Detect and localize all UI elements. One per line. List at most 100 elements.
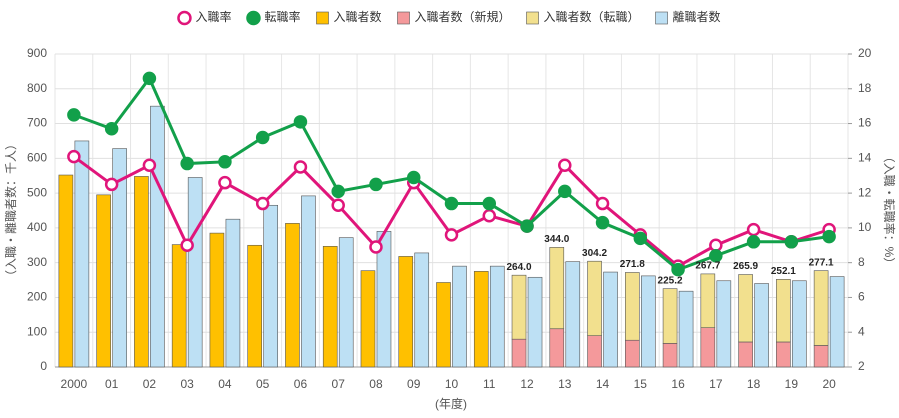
bar — [225, 218, 241, 368]
point — [67, 108, 81, 122]
point — [255, 130, 270, 145]
x-tick-label: 03 — [180, 377, 194, 391]
x-tick-label: 18 — [747, 377, 761, 391]
bar — [96, 194, 111, 368]
bar — [473, 271, 489, 368]
legend-marker — [526, 11, 539, 25]
y-tick-label: 800 — [27, 81, 47, 95]
point — [218, 155, 232, 169]
point — [595, 215, 610, 230]
bar — [247, 244, 262, 368]
bar — [360, 270, 376, 368]
stack-bar — [587, 260, 602, 336]
x-tick-label: 13 — [558, 377, 572, 391]
point — [142, 71, 157, 86]
bar — [489, 265, 505, 368]
point — [331, 184, 345, 199]
y-tick-label: 600 — [27, 151, 47, 165]
value-label: 277.1 — [809, 257, 834, 268]
y2-tick-label: 6 — [858, 290, 865, 304]
point — [331, 198, 345, 213]
value-label: 265.9 — [733, 261, 758, 272]
y-axis-title: （入職・離職者数：千人） — [3, 138, 18, 282]
bar — [641, 275, 656, 368]
y2-tick-label: 14 — [858, 151, 872, 165]
y-tick-label: 700 — [27, 116, 47, 130]
x-tick-label: 04 — [218, 377, 232, 391]
stack-bar — [738, 341, 753, 368]
stack-bar — [776, 341, 791, 368]
legend-label: 入職率 — [195, 9, 231, 24]
bar — [414, 252, 430, 368]
point — [633, 231, 648, 246]
bar — [301, 195, 316, 368]
point — [180, 238, 194, 253]
value-label: 344.0 — [544, 234, 569, 245]
x-tick-label: 09 — [407, 377, 421, 391]
legend-marker — [655, 11, 668, 25]
y2-tick-label: 2 — [858, 359, 865, 373]
stack-bar — [700, 327, 716, 368]
bar — [171, 244, 187, 368]
stack-bar — [625, 272, 640, 341]
bar — [209, 232, 225, 368]
point — [784, 235, 799, 249]
bar — [134, 176, 149, 368]
y-tick-label: 300 — [27, 255, 47, 269]
bar — [263, 204, 278, 368]
point — [822, 229, 836, 244]
y2-axis-title: （入職・転職率：%） — [882, 151, 897, 270]
point — [671, 262, 685, 277]
stack-bar — [549, 247, 565, 330]
point — [180, 156, 194, 171]
point — [218, 175, 232, 190]
x-tick-label: 19 — [785, 377, 799, 391]
stack-bar — [662, 288, 678, 344]
legend-label: 入職者数（転職） — [544, 9, 640, 24]
value-label: 304.2 — [582, 248, 607, 259]
point — [558, 158, 572, 173]
x-tick-label: 11 — [483, 377, 496, 391]
bar — [716, 280, 732, 368]
point — [293, 115, 308, 129]
stack-bar — [549, 328, 565, 368]
bar — [603, 271, 618, 368]
point — [67, 149, 81, 164]
bar — [322, 246, 338, 368]
x-tick-label: 12 — [520, 377, 534, 391]
bar — [678, 290, 694, 368]
legend-marker — [246, 10, 261, 26]
stack-bar — [625, 339, 640, 368]
legend: 入職率 転職率 入職者数 入職者数（新規） 入職者数（転職） 離職者数 — [177, 9, 721, 26]
bar — [565, 261, 581, 368]
stack-bar — [700, 273, 716, 329]
legend-label: 入職者数（新規） — [415, 9, 511, 24]
bar — [754, 283, 769, 368]
point — [142, 158, 157, 173]
bar — [398, 256, 414, 368]
stack-bar — [511, 338, 527, 368]
point — [369, 177, 383, 192]
x-tick-label: 14 — [596, 377, 610, 391]
x-tick-label: 02 — [143, 377, 157, 391]
value-label: 225.2 — [658, 275, 683, 286]
legend-marker — [177, 10, 192, 26]
point — [255, 196, 270, 211]
bar — [285, 223, 300, 368]
point — [482, 208, 497, 223]
stack-bar — [776, 279, 791, 343]
point — [746, 222, 761, 237]
point — [709, 248, 723, 263]
bar — [150, 105, 165, 368]
y2-tick-label: 20 — [858, 46, 872, 60]
y2-tick-label: 16 — [858, 116, 872, 130]
x-tick-label: 05 — [256, 377, 270, 391]
legend-label: 転職率 — [264, 9, 300, 24]
bar — [187, 177, 203, 368]
y-tick-label: 0 — [40, 359, 47, 373]
point — [595, 196, 610, 211]
y-tick-label: 200 — [27, 290, 47, 304]
y-tick-label: 400 — [27, 220, 47, 234]
x-tick-label: 20 — [822, 377, 836, 391]
x-tick-label: 08 — [369, 377, 383, 391]
